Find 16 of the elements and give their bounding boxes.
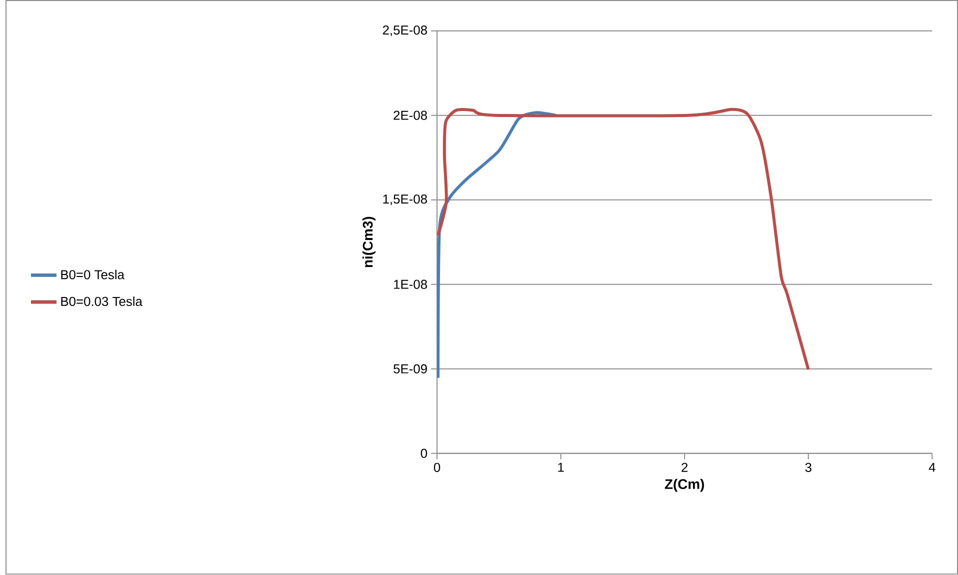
- legend-label: B0=0.03 Tesla: [61, 296, 142, 306]
- x-tick-label: 2: [682, 463, 688, 472]
- legend-label: B0=0 Tesla: [61, 270, 124, 280]
- y-tick-label: 2,5E-08: [382, 26, 427, 36]
- y-tick-label: 2E-08: [394, 110, 427, 120]
- x-tick-label: 3: [805, 463, 812, 472]
- x-tick-label: 4: [928, 463, 936, 472]
- x-tick-label: 0: [434, 463, 440, 472]
- y-axis-title: ni(Cm3): [362, 217, 376, 268]
- y-tick-label: 1E-08: [394, 280, 427, 290]
- x-axis-title: Z(Cm): [664, 478, 704, 492]
- y-tick-label: 0: [420, 448, 428, 458]
- line-series: [437, 108, 810, 372]
- y-tick-label: 5E-09: [394, 364, 427, 374]
- x-tick-label: 1: [558, 463, 564, 472]
- y-tick-label: 1,5E-08: [383, 194, 427, 206]
